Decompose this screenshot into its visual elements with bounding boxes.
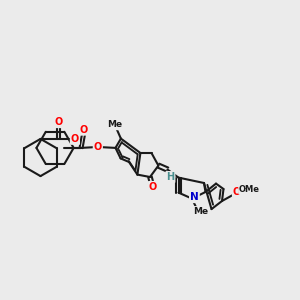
Text: O: O xyxy=(80,125,88,135)
Text: OMe: OMe xyxy=(239,184,260,194)
Text: O: O xyxy=(94,142,102,152)
Text: H: H xyxy=(166,172,175,182)
Text: Me: Me xyxy=(107,120,122,129)
Text: O: O xyxy=(233,187,241,197)
Text: N: N xyxy=(190,192,199,202)
Text: O: O xyxy=(71,134,79,144)
Text: O: O xyxy=(149,182,157,192)
Text: Me: Me xyxy=(193,207,208,216)
Text: O: O xyxy=(54,117,62,127)
